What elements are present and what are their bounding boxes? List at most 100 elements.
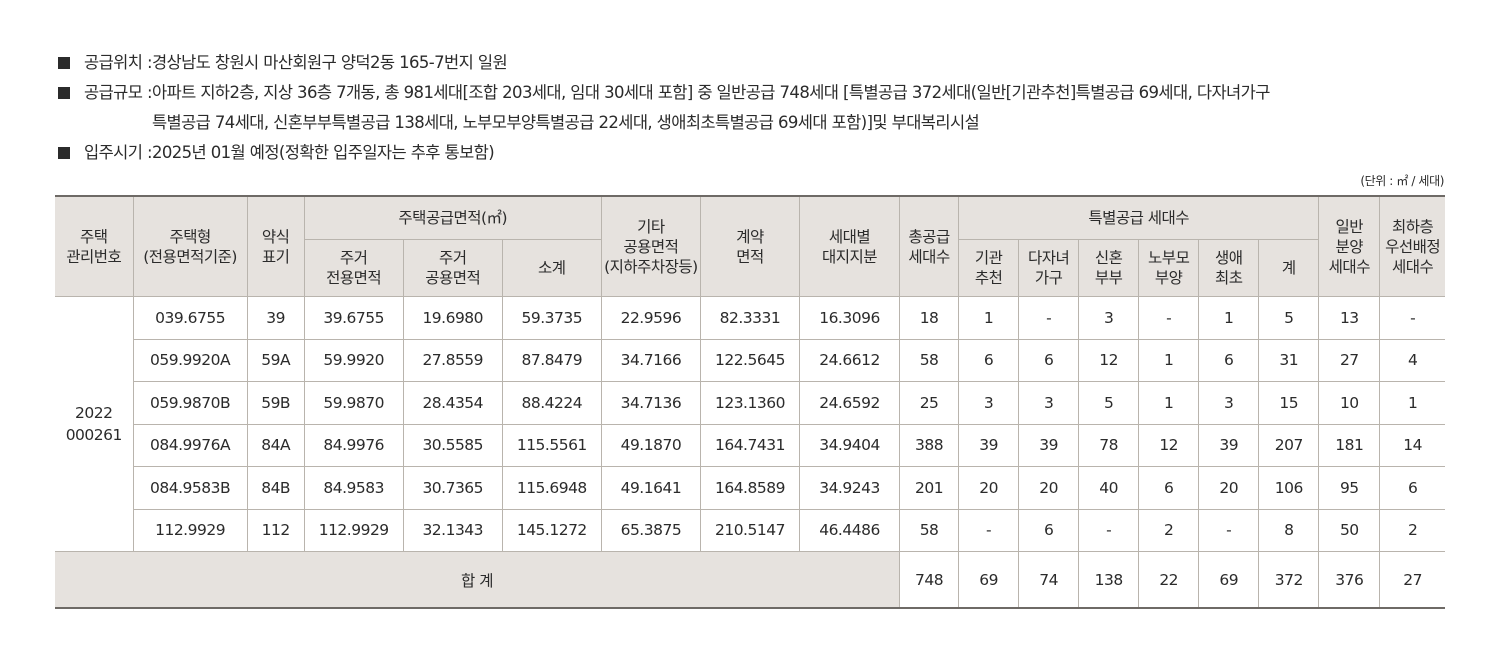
cell-land: 34.9243 [798,466,901,510]
cell-short: 84B [246,466,305,510]
cell-other: 49.1641 [600,466,701,510]
cell-type: 084.9976A [133,423,248,467]
cell-private: 39.6755 [303,296,404,340]
cell-common: 30.7365 [402,466,503,510]
cell-multi: 3 [1018,381,1080,425]
cell-type: 084.9583B [133,466,248,510]
info-value: 아파트 지하2층, 지상 36층 7개동, 총 981세대[조합 203세대, … [151,83,1270,132]
cell-land: 34.9404 [798,423,901,467]
supply-info: 공급위치 : 경상남도 창원시 마산회원구 양덕2동 165-7번지 일원 공급… [56,48,1456,168]
header-total-supply: 총공급 세대수 [899,195,960,297]
total-cell-total: 748 [899,551,960,609]
cell-first: 1 [1198,296,1260,340]
cell-common: 28.4354 [402,381,503,425]
cell-other: 34.7166 [600,338,701,382]
cell-general: 10 [1318,381,1381,425]
cell-lowest: 4 [1379,338,1445,382]
cell-subtotal: 115.5561 [501,423,602,467]
cell-elderly: 2 [1138,508,1200,552]
cell-contract: 210.5147 [699,508,800,552]
cell-general: 27 [1318,338,1381,382]
header-other-area: 기타 공용면적 (지하주차장등) [600,195,701,297]
cell-land: 46.4486 [798,508,901,552]
cell-other: 22.9596 [600,296,701,340]
cell-type: 112.9929 [133,508,248,552]
cell-lowest: 14 [1379,423,1445,467]
cell-short: 112 [246,508,305,552]
cell-type: 039.6755 [132,296,248,340]
total-cell-inst: 69 [958,551,1020,609]
cell-inst: 39 [958,423,1020,467]
cell-private: 59.9920 [303,338,404,382]
table-row: 084.9976A 84A 84.9976 30.5585 115.5561 49.187… [55,423,1445,467]
cell-newlywed: 40 [1078,466,1140,510]
table-row: 2022 000261 039.6755 39 39.6755 19.6980 59.373… [55,296,1445,552]
cell-first: 20 [1198,466,1260,510]
cell-elderly: 1 [1138,338,1200,382]
cell-multi: 6 [1018,508,1080,552]
cell-total: 25 [899,381,960,425]
header-newlywed: 신혼 부부 [1078,239,1140,297]
header-multichild: 다자녀 가구 [1018,239,1080,297]
info-label: 공급규모 : [84,83,153,102]
cell-multi: - [1018,296,1080,340]
header-elderly: 노부모 부양 [1138,239,1200,297]
cell-elderly: 6 [1138,466,1200,510]
unit-note: (단위 : ㎡ / 세대) [1360,174,1444,188]
cell-general: 13 [1318,296,1381,340]
cell-subtotal: 87.8479 [501,338,602,382]
cell-total: 388 [899,423,960,467]
cell-inst: 20 [958,466,1020,510]
cell-newlywed: - [1078,508,1140,552]
cell-contract: 164.7431 [699,423,800,467]
cell-newlywed: 3 [1078,296,1140,340]
total-cell-general: 376 [1318,551,1381,609]
cell-newlywed: 5 [1078,381,1140,425]
cell-short: 59A [246,338,305,382]
cell-subtotal: 59.3735 [501,296,602,340]
cell-first: 3 [1198,381,1260,425]
cell-total: 18 [899,296,960,340]
info-scale: 공급규모 : 아파트 지하2층, 지상 36층 7개동, 총 981세대[조합 … [56,78,1456,138]
total-cell-elderly: 22 [1138,551,1200,609]
cell-inst: 1 [958,296,1020,340]
cell-elderly: 1 [1138,381,1200,425]
cell-multi: 6 [1018,338,1080,382]
cell-type: 059.9920A [133,338,248,382]
square-bullet-icon [58,57,70,69]
header-mgmt-no: 주택 관리번호 [55,195,134,297]
cell-general: 95 [1318,466,1381,510]
cell-short: 39 [246,296,305,340]
cell-elderly: 12 [1138,423,1200,467]
cell-inst: 6 [958,338,1020,382]
table-row: 059.9870B 59B 59.9870 28.4354 88.4224 34.7136… [55,381,1445,425]
cell-land: 24.6612 [798,338,901,382]
cell-inst: - [958,508,1020,552]
cell-total: 58 [899,338,960,382]
cell-land: 24.6592 [798,381,901,425]
cell-elderly: - [1138,296,1200,340]
cell-newlywed: 78 [1078,423,1140,467]
cell-sp_sum: 31 [1258,338,1320,382]
cell-subtotal: 145.1272 [501,508,602,552]
info-label: 공급위치 : [84,53,153,72]
table-row: 112.9929 112 112.9929 32.1343 145.1272 65.387… [55,508,1445,552]
table-row: 084.9583B 84B 84.9583 30.7365 115.6948 49.164… [55,466,1445,510]
total-cell-lowest: 27 [1379,551,1445,609]
supply-table: 주택 관리번호 주택형 (전용면적기준) 약식 표기 주택공급면적(㎡) 기타 공용면적… [55,195,1445,609]
cell-short: 59B [246,381,305,425]
cell-lowest: 2 [1379,508,1445,552]
cell-inst: 3 [958,381,1020,425]
cell-contract: 82.3331 [699,296,800,340]
cell-private: 59.9870 [303,381,404,425]
info-value: 경상남도 창원시 마산회원구 양덕2동 165-7번지 일원 [151,53,508,72]
header-type: 주택형 (전용면적기준) [132,195,248,297]
cell-subtotal: 88.4224 [501,381,602,425]
header-lowest-floor: 최하층 우선배정 세대수 [1379,195,1445,297]
cell-other: 65.3875 [600,508,701,552]
total-row: 합 계 748 69 74 138 22 69 372 376 27 [55,551,1445,609]
square-bullet-icon [58,147,70,159]
cell-type: 059.9870B [133,381,248,425]
info-label: 입주시기 : [84,143,153,162]
total-cell-newlywed: 138 [1078,551,1140,609]
